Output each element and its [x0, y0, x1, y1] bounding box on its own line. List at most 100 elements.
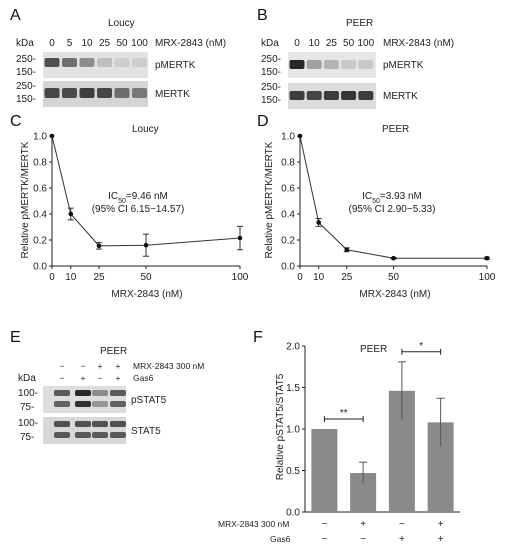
blot-a-lane-label: 25	[99, 38, 111, 49]
chart-d-xtick-label: 0	[297, 272, 303, 283]
blot-a-lanes: 0 5 10 25 50 100	[49, 38, 148, 49]
blot-b-mertk-band	[358, 91, 374, 100]
chart-d-title: PEER	[382, 124, 409, 135]
blot-b-title: PEER	[346, 18, 373, 29]
blot-b-pmertk-band	[341, 60, 357, 69]
panel-e: E PEER − − + + − + − + MRX-2843 300 nM Gas6 kDa…	[10, 329, 204, 444]
chart-d-ic50: IC50=3.93 nM	[362, 191, 422, 205]
blot-e-pstat5-lower-band	[110, 401, 126, 407]
chart-c-xtick-label: 10	[65, 272, 77, 283]
blot-e-marker-75-top: 75-	[20, 402, 34, 413]
chart-d-data-point	[297, 133, 303, 139]
blot-b-pmertk-band	[323, 60, 339, 69]
blot-e-stat5-lower-band	[75, 432, 91, 438]
blot-a-marker-250-bot: 250-	[16, 81, 36, 92]
chart-d-ytick-label: 0.2	[281, 236, 295, 247]
chart-c-xtick-label: 25	[93, 272, 105, 283]
blot-e-stat5-upper-band	[54, 421, 70, 427]
chart-f-ytick-label: 1.5	[286, 383, 300, 394]
chart-c-data-point	[237, 235, 243, 241]
chart-d-xtick-label: 25	[341, 272, 353, 283]
blot-b-pmertk-band	[289, 60, 305, 69]
blot-e-sign: +	[81, 373, 86, 383]
blot-e-pstat5-upper-band	[92, 390, 108, 396]
chart-d-ytick-label: 0.6	[281, 184, 295, 195]
chart-d-data-point	[316, 220, 322, 225]
chart-d-data-point	[344, 247, 350, 253]
blot-e-sign: −	[98, 373, 103, 383]
blot-b-lane-label: 0	[294, 38, 300, 49]
blot-e-pstat5-upper-band	[54, 390, 70, 396]
blot-e-stat5-upper-band	[110, 421, 126, 427]
blot-e-sign: +	[116, 361, 121, 371]
blot-e-sign: +	[98, 361, 103, 371]
panel-label-e: E	[10, 329, 21, 346]
blot-e-sign: −	[81, 361, 86, 371]
blot-a-title: Loucy	[108, 18, 135, 29]
chart-f-significance-label: *	[419, 341, 423, 352]
blot-b-pmertk-band	[306, 60, 322, 69]
blot-b-mertk-band	[323, 91, 339, 100]
chart-d-data-point	[484, 255, 490, 261]
blot-e-sign: +	[116, 373, 121, 383]
panel-f: F PEER 0.00.51.01.52.0− + − +− − + +*** Relati…	[218, 329, 460, 545]
chart-d-data-point	[391, 255, 396, 261]
blot-e-pstat5-upper-band	[75, 390, 91, 396]
chart-d: 0.0 0.2 0.4 0.6 0.8 1.0 0 10 25 50 100	[281, 132, 496, 284]
chart-c-ytick-label: 0.8	[33, 158, 47, 169]
panel-b: B PEER kDa 0 10 25 50 100 MRX-2843 (nM) 250-…	[257, 7, 454, 109]
chart-f-sign: +	[438, 519, 444, 530]
blot-a-lane-label: 10	[81, 38, 93, 49]
chart-f-ytick-label: 0.5	[286, 466, 300, 477]
blot-b-mertk-bands	[289, 91, 374, 100]
chart-d-ytick-label: 0.0	[281, 262, 295, 273]
chart-f-ylabel: Relative pSTAT5/STAT5	[275, 373, 286, 480]
blot-a-pmertk-membrane	[43, 52, 148, 78]
chart-f-row-gas6: Gas6	[270, 534, 291, 544]
blot-a-pmertk-label: pMERTK	[155, 60, 196, 71]
blot-e-pstat5-upper-band	[110, 390, 126, 396]
chart-c-data-point	[96, 243, 102, 249]
blot-e-title: PEER	[100, 346, 127, 357]
panel-label-c: C	[10, 113, 22, 130]
blot-e-signs: − − + + − + − +	[60, 361, 121, 383]
blot-a-kda: kDa	[16, 38, 34, 49]
chart-f: 0.00.51.01.52.0− + − +− − + +***	[286, 341, 460, 545]
blot-b-lane-label: 10	[309, 38, 321, 49]
blot-b-mertk-label: MERTK	[383, 91, 418, 102]
blot-a-pmertk-band	[62, 58, 77, 67]
chart-d-ytick-label: 1.0	[281, 132, 295, 143]
blot-a-mertk-membrane	[43, 81, 148, 107]
chart-c-data-point	[143, 242, 149, 248]
chart-f-sign: −	[321, 519, 327, 530]
blot-a-mertk-band	[62, 88, 77, 98]
chart-c-xtick-label: 50	[140, 272, 152, 283]
blot-b-marker-150-top: 150-	[261, 67, 281, 78]
blot-e-stat5-bands	[54, 421, 126, 438]
blot-a-treatment: MRX-2843 (nM)	[155, 38, 226, 49]
blot-e-pstat5-bands	[54, 390, 126, 407]
blot-e-marker-75-bot: 75-	[20, 432, 34, 443]
blot-e-stat5-lower-band	[92, 432, 108, 438]
chart-f-significance-label: **	[340, 408, 348, 419]
panel-label-d: D	[257, 113, 269, 130]
blot-e-stat5-lower-band	[110, 432, 126, 438]
chart-c-ytick-label: 0.4	[33, 210, 47, 221]
blot-e-sign: −	[60, 361, 65, 371]
chart-d-ylabel: Relative pMERTK/MERTK	[264, 141, 275, 258]
blot-b-pmertk-band	[358, 60, 374, 69]
blot-e-kda: kDa	[18, 373, 36, 384]
blot-a-mertk-band	[44, 88, 60, 98]
chart-c-data-point	[49, 133, 55, 139]
chart-f-bar	[311, 429, 338, 512]
blot-a-pmertk-band	[97, 58, 112, 67]
chart-d-ytick-label: 0.4	[281, 210, 295, 221]
blot-e-stat5-lower-band	[54, 432, 70, 438]
chart-f-sign: −	[399, 519, 405, 530]
chart-d-xlabel: MRX-2843 (nM)	[359, 289, 430, 300]
blot-b-pmertk-label: pMERTK	[383, 60, 424, 71]
blot-a-lane-label: 5	[67, 38, 73, 49]
blot-b-mertk-band	[341, 91, 357, 100]
blot-b-lane-label: 100	[357, 38, 374, 49]
blot-b-lane-label: 50	[343, 38, 355, 49]
